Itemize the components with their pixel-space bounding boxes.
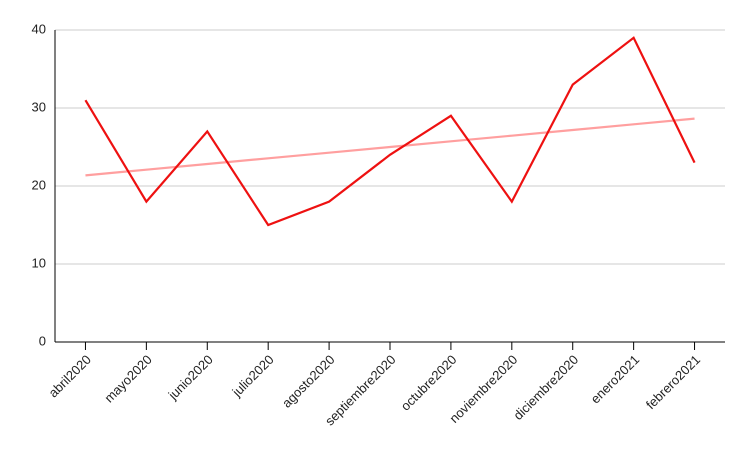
x-tick-label: abril2020 (46, 352, 94, 400)
x-tick-label: febrero2021 (643, 352, 703, 412)
x-tick-label: enero2021 (588, 352, 643, 407)
y-tick-label: 20 (32, 177, 46, 192)
y-tick-label: 30 (32, 99, 46, 114)
x-tick-label: mayo2020 (101, 352, 155, 406)
x-tick-label: octubre2020 (398, 352, 460, 414)
series-line (85, 117, 695, 177)
y-tick-label: 40 (32, 21, 46, 36)
x-tick-label: julio2020 (229, 352, 277, 400)
y-tick-label: 0 (39, 333, 46, 348)
x-tick-label: agosto2020 (279, 352, 338, 411)
y-tick-label: 10 (32, 255, 46, 270)
x-tick-label: junio2020 (165, 352, 216, 403)
x-tick-label: diciembre2020 (510, 352, 581, 423)
series-line (84, 36, 696, 227)
